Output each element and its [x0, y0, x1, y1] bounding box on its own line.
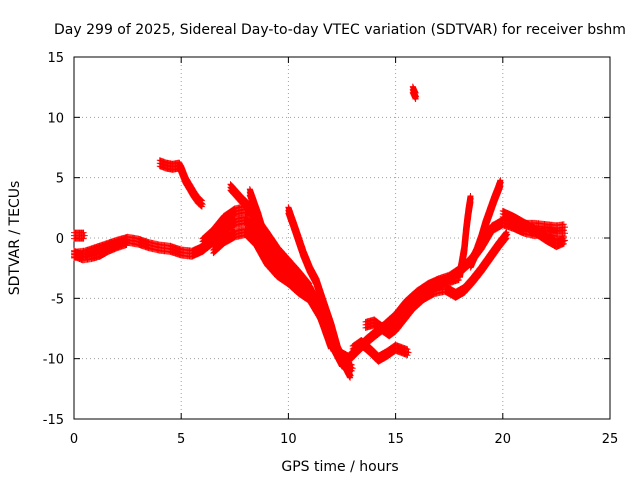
series-markers: [467, 177, 504, 271]
series-track-16h: [392, 271, 463, 329]
series-track-branch-10h: [285, 204, 354, 381]
y-tick-label: 10: [47, 111, 64, 126]
series-track-22h: [510, 217, 568, 235]
x-tick-label: 25: [602, 432, 619, 447]
series-markers: [71, 229, 88, 242]
series-track-4h: [156, 157, 206, 210]
series-markers: [392, 271, 463, 329]
series-track-16h-outlier: [409, 83, 419, 102]
x-tick-label: 0: [70, 432, 78, 447]
x-tick-label: 15: [387, 432, 404, 447]
series-markers: [285, 204, 354, 381]
y-tick-label: 5: [56, 172, 64, 187]
x-axis-label: GPS time / hours: [281, 459, 398, 475]
series-track-branch-7h: [227, 181, 288, 280]
series-markers: [349, 337, 412, 365]
y-tick-label: -5: [51, 292, 64, 307]
series-track-early: [71, 236, 131, 264]
series-markers: [156, 157, 206, 210]
x-tick-label: 5: [177, 432, 185, 447]
series-track-start: [71, 229, 88, 242]
series-track-18h-spike: [456, 193, 474, 281]
x-tick-label: 10: [280, 432, 297, 447]
series-track-lower: [210, 225, 356, 374]
series-markers: [227, 181, 288, 280]
y-axis: -15 -10 -5 0 5 10 15: [43, 51, 610, 428]
y-tick-label: 0: [56, 232, 64, 247]
series-markers: [210, 225, 356, 374]
series-markers: [409, 83, 419, 102]
series-markers: [456, 193, 474, 281]
y-tick-label: -10: [43, 353, 64, 368]
x-axis: 0 5 10 15 20 25: [70, 57, 618, 447]
y-tick-label: 15: [47, 51, 64, 66]
series-track-19h: [467, 177, 504, 271]
series-markers: [510, 217, 568, 235]
chart-title: Day 299 of 2025, Sidereal Day-to-day VTE…: [54, 22, 626, 38]
series-markers: [71, 236, 131, 264]
x-tick-label: 20: [495, 432, 512, 447]
series-track-13h: [349, 337, 412, 365]
y-axis-label: SDTVAR / TECUs: [7, 181, 23, 296]
y-tick-label: -15: [43, 413, 64, 428]
data-points: [71, 83, 568, 381]
